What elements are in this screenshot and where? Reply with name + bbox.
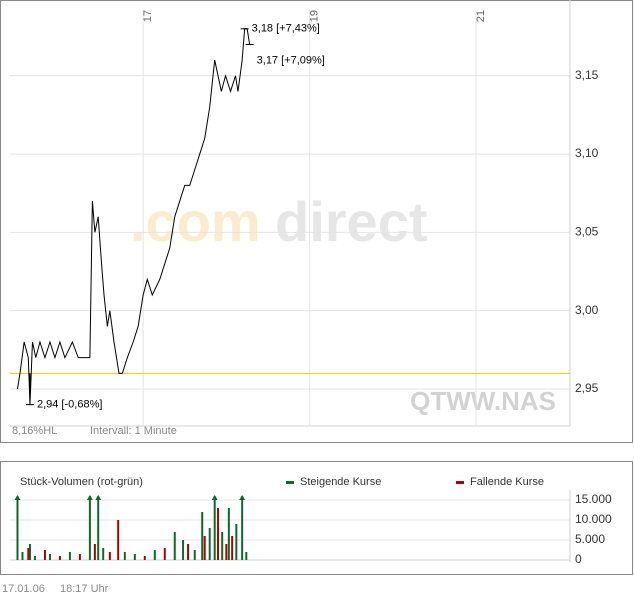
volume-bar — [213, 496, 216, 560]
volume-bar — [143, 556, 146, 560]
annotation: 3,17 [+7,09%] — [257, 54, 325, 66]
footer-time: 18:17 Uhr — [60, 583, 109, 595]
price-line — [16, 28, 251, 405]
y-tick-label: 3,05 — [575, 225, 599, 239]
symbol: QTWW.NAS — [410, 386, 556, 416]
y-tick-label: 3,00 — [575, 303, 599, 317]
volume-bar — [241, 496, 244, 560]
volume-bar — [88, 496, 91, 560]
annotation: 2,94 [-0,68%] — [37, 399, 102, 411]
volume-bar — [108, 552, 111, 560]
volume-bar — [102, 548, 105, 560]
volume-bar — [43, 550, 46, 560]
volume-bar — [193, 550, 196, 560]
volume-bar — [153, 550, 156, 560]
volume-bar — [245, 552, 248, 560]
legend-swatch — [456, 481, 464, 484]
volume-bar — [231, 536, 234, 560]
volume-bar — [68, 552, 71, 560]
y-tick-label: 15.000 — [575, 492, 612, 506]
volume-bar — [16, 496, 19, 560]
overflow-arrow — [86, 495, 93, 500]
overflow-arrow — [95, 495, 102, 500]
hl-range: 8,16%HL — [12, 425, 57, 437]
volume-bar — [221, 532, 224, 560]
legend-label: Fallende Kurse — [470, 476, 544, 488]
volume-bar — [235, 524, 238, 560]
volume-title: Stück-Volumen (rot-grün) — [20, 476, 143, 488]
watermark-direct: direct — [275, 190, 428, 253]
watermark-com: .com — [130, 190, 261, 253]
volume-bar — [117, 520, 120, 560]
y-tick-label: 3,10 — [575, 146, 599, 160]
volume-bar — [28, 544, 31, 560]
interval: Intervall: 1 Minute — [90, 425, 177, 437]
volume-bar — [208, 528, 211, 560]
overflow-arrow — [211, 495, 218, 500]
volume-bar — [78, 554, 81, 560]
footer-date: 17.01.06 — [2, 583, 45, 595]
volume-bar — [173, 532, 176, 560]
price-panel — [0, 0, 633, 443]
volume-bar — [182, 540, 185, 560]
volume-bar — [27, 548, 30, 560]
volume-bar — [203, 536, 206, 560]
annotation: 3,18 [+7,43%] — [252, 23, 320, 35]
volume-bar — [123, 552, 126, 560]
volume-bar — [97, 496, 100, 560]
volume-panel — [0, 461, 633, 575]
volume-bar — [33, 556, 36, 560]
x-tick-label: 19 — [308, 10, 320, 22]
volume-bar — [201, 512, 204, 560]
y-tick-label: 5.000 — [575, 532, 605, 546]
volume-bar — [133, 554, 136, 560]
y-tick-label: 2,95 — [575, 381, 599, 395]
volume-bar — [217, 508, 220, 560]
overflow-arrow — [239, 495, 246, 500]
volume-bar — [227, 508, 230, 560]
legend-swatch — [286, 481, 294, 484]
x-tick-label: 21 — [475, 10, 487, 22]
y-tick-label: 10.000 — [575, 512, 612, 526]
volume-bar — [48, 554, 51, 560]
volume-bar — [21, 552, 24, 560]
volume-bar — [163, 548, 166, 560]
volume-bar — [187, 544, 190, 560]
volume-bar — [58, 556, 61, 560]
legend-label: Steigende Kurse — [300, 476, 381, 488]
y-tick-label: 0 — [575, 552, 582, 566]
x-tick-label: 17 — [142, 10, 154, 22]
overflow-arrow — [14, 495, 21, 500]
y-tick-label: 3,15 — [575, 68, 599, 82]
volume-bar — [225, 544, 228, 560]
volume-bar — [93, 544, 96, 560]
